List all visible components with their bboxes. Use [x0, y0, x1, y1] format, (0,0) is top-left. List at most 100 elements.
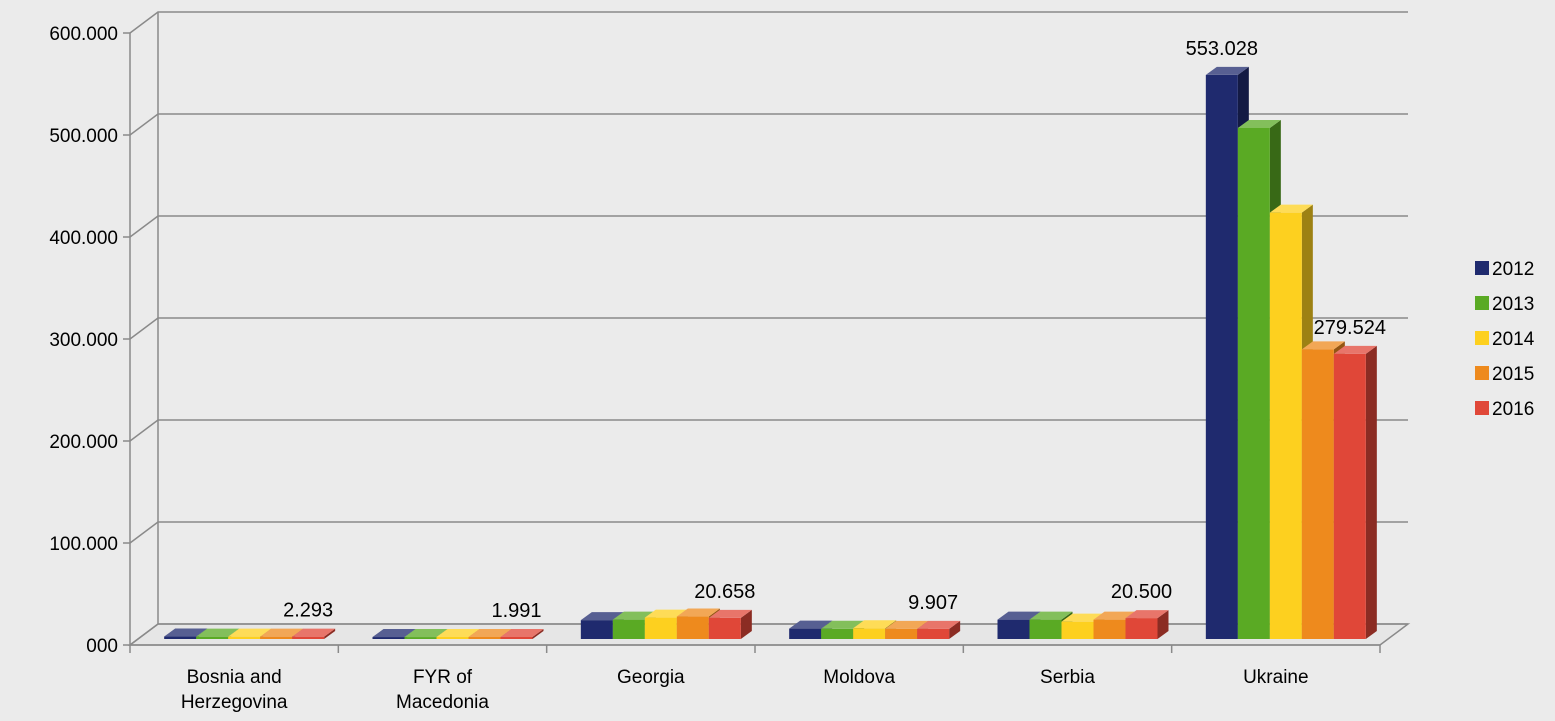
y-axis: 000 100.000 200.000 300.000 400.000 500.000 60… [49, 24, 130, 657]
bar-front [372, 637, 405, 639]
legend-swatch [1475, 261, 1489, 275]
x-tick-label-line: Herzegovina [181, 692, 288, 713]
y-tick-label: 000 [86, 636, 118, 657]
bar-top [644, 609, 688, 618]
x-tick-label: Moldova [823, 667, 895, 688]
bar-top [228, 628, 272, 637]
x-tick-label-line: FYR of [413, 667, 473, 688]
y-tick-label: 500.000 [49, 126, 118, 147]
bar-side [532, 628, 544, 639]
bar-top [1269, 204, 1313, 213]
bar-top [821, 620, 865, 629]
bar-front [1093, 619, 1126, 639]
data-label: 20.500 [1111, 581, 1172, 603]
data-label: 20.658 [694, 581, 755, 603]
bar-top [1125, 610, 1169, 619]
bar-front [1029, 619, 1062, 639]
y-tick-label: 400.000 [49, 228, 118, 249]
legend-item: 2012 [1475, 259, 1534, 280]
bar-front [612, 619, 645, 639]
gridline [129, 317, 1408, 340]
bar-top [789, 620, 833, 629]
bar-front [644, 617, 677, 639]
y-tick-label: 300.000 [49, 330, 118, 351]
bar-top [885, 620, 929, 629]
bar-top [1237, 119, 1281, 128]
bar-side [740, 609, 752, 639]
bar [500, 628, 544, 639]
data-label: 9.907 [908, 592, 958, 614]
bar-top [468, 628, 512, 637]
legend-swatch [1475, 366, 1489, 380]
bar [292, 628, 336, 639]
legend-label: 2014 [1492, 329, 1535, 350]
bar-front [404, 637, 437, 639]
bar-top [580, 612, 624, 621]
x-tick-label-line: Moldova [823, 667, 895, 688]
bar [917, 620, 961, 639]
bar-side [1157, 610, 1169, 639]
legend-item: 2014 [1475, 329, 1535, 350]
x-axis: Bosnia and Herzegovina FYR of Macedonia Geor… [129, 644, 1381, 713]
x-tick-label-line: Macedonia [396, 692, 489, 713]
legend: 2012 2013 2014 2015 2016 [1475, 259, 1535, 420]
bar-front [580, 620, 613, 639]
bar-side [1365, 345, 1377, 639]
bar-front [1125, 618, 1158, 639]
bar-top [1301, 341, 1345, 350]
bar-top [708, 609, 752, 618]
legend-swatch [1475, 401, 1489, 415]
x-tick-label: Bosnia and Herzegovina [181, 667, 288, 713]
data-label: 1.991 [491, 600, 541, 622]
bar-front [292, 636, 325, 639]
data-label: 553.028 [1186, 38, 1258, 60]
bar-front [853, 628, 886, 639]
bar-front [1061, 621, 1094, 639]
legend-label: 2016 [1492, 399, 1534, 420]
bar-front [1269, 212, 1302, 639]
bar-front [917, 628, 950, 639]
bar [1125, 610, 1169, 639]
bar-front [1237, 127, 1270, 639]
bar [1333, 345, 1377, 639]
y-tick-label: 200.000 [49, 432, 118, 453]
x-tick-label: Ukraine [1243, 667, 1308, 688]
y-tick-label: 100.000 [49, 534, 118, 555]
bar-top [853, 620, 897, 629]
data-label: 2.293 [283, 600, 333, 622]
bar-front [885, 628, 918, 639]
bar-front [821, 628, 854, 639]
gridline [129, 113, 1408, 136]
bars [164, 66, 1377, 640]
x-tick-label: Georgia [617, 667, 685, 688]
bar-front [1301, 349, 1334, 639]
bar-front [997, 619, 1030, 639]
x-tick-label-line: Bosnia and [187, 667, 282, 688]
bar-front [500, 636, 533, 639]
bar-side [324, 628, 336, 639]
gridline [129, 521, 1408, 544]
y-tick-label: 600.000 [49, 24, 118, 45]
bar-front [164, 636, 197, 639]
bar-top [292, 628, 336, 637]
bar-front [708, 617, 741, 639]
bar-top [1205, 66, 1249, 75]
legend-swatch [1475, 331, 1489, 345]
x-tick-label-line: Georgia [617, 667, 685, 688]
bar-front [789, 628, 822, 639]
bar-top [436, 629, 480, 638]
bar-top [164, 628, 208, 637]
bar-side [949, 620, 961, 639]
bar-front [196, 636, 229, 639]
legend-label: 2012 [1492, 259, 1534, 280]
bar-front [1333, 353, 1366, 639]
legend-item: 2013 [1475, 294, 1534, 315]
bar-top [997, 611, 1041, 620]
bar-top [260, 628, 304, 637]
bar-top [1029, 611, 1073, 620]
gridlines [129, 11, 1408, 646]
gridline [129, 11, 1408, 34]
bar-front [1205, 74, 1238, 639]
legend-label: 2015 [1492, 364, 1534, 385]
